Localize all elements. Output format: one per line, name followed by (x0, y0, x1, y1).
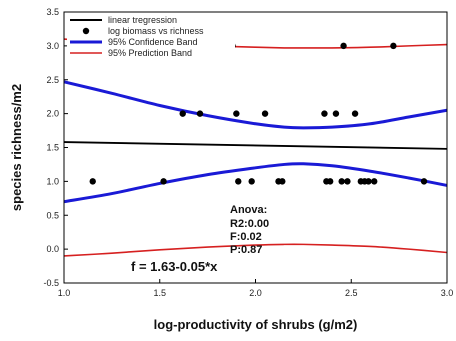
legend-label: 95% Confidence Band (108, 37, 198, 47)
x-tick-label: 1.5 (153, 288, 166, 298)
y-tick-label: -0.5 (43, 278, 59, 288)
y-axis-title: species richness/m2 (9, 84, 24, 211)
confidence-band-lower (63, 162, 448, 204)
y-tick-label: 2.5 (46, 75, 59, 85)
data-point (279, 178, 286, 185)
data-point (321, 110, 328, 117)
x-axis-title: log-productivity of shrubs (g/m2) (154, 317, 358, 332)
y-tick-label: 0.5 (46, 210, 59, 220)
data-point (160, 178, 167, 185)
y-tick-label: 0.0 (46, 244, 59, 254)
data-point (420, 178, 428, 185)
data-point (340, 42, 347, 50)
legend-label: log biomass vs richness (108, 26, 204, 36)
data-point (365, 178, 372, 185)
legend-label: 95% Prediction Band (108, 48, 192, 58)
x-tick-label: 3.0 (441, 288, 454, 298)
y-tick-label: 1.5 (46, 143, 59, 153)
x-tick-label: 2.5 (345, 288, 358, 298)
data-point (351, 110, 359, 117)
x-tick-label: 2.0 (249, 288, 262, 298)
data-point (89, 178, 96, 185)
anova-title: Anova: (230, 204, 267, 216)
data-point (332, 110, 340, 117)
data-point (344, 178, 351, 185)
anova-f: F:0.02 (230, 231, 262, 243)
data-point (390, 42, 397, 50)
data-point (179, 110, 186, 117)
y-tick-label: 3.0 (46, 41, 59, 51)
data-point (233, 110, 240, 117)
y-tick-label: 2.0 (46, 109, 59, 119)
data-point (196, 110, 204, 117)
data-point (371, 178, 378, 185)
regression-equation: f = 1.63-0.05*x (131, 259, 218, 274)
y-tick-label: 1.0 (46, 176, 59, 186)
data-point (248, 178, 255, 185)
data-point (235, 178, 242, 185)
data-point (338, 178, 345, 185)
anova-r2: R2:0.00 (230, 218, 269, 230)
legend-label: linear tregression (108, 15, 177, 25)
confidence-band-upper (63, 80, 448, 130)
legend-marker (82, 27, 90, 35)
data-point (261, 110, 269, 117)
y-tick-label: 3.5 (46, 7, 59, 17)
prediction-band-lower (63, 243, 448, 257)
anova-p: P:0.87 (230, 244, 262, 256)
x-tick-label: 1.0 (58, 288, 71, 298)
regression-line (63, 141, 448, 150)
data-point (326, 178, 334, 185)
